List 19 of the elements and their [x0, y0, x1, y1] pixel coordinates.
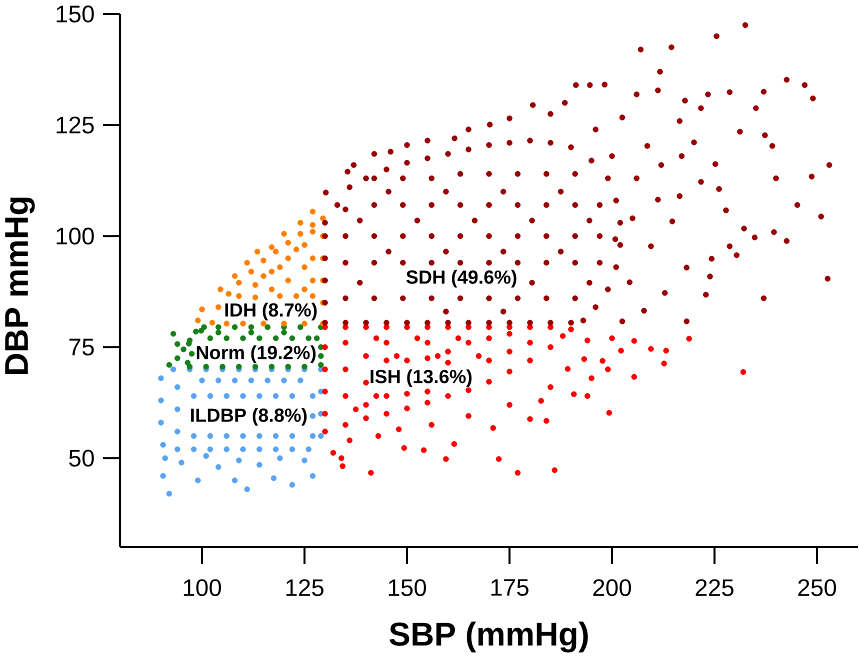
- y-tick-label: 150: [56, 6, 94, 22]
- annotation: IDH (8.7%): [225, 302, 317, 320]
- x-tick-label: 100: [184, 579, 221, 596]
- x-tick-label: 175: [491, 579, 528, 596]
- annotation: ISH (13.6%): [370, 369, 472, 388]
- y-tick-label: 125: [56, 116, 94, 134]
- y-tick-label: 75: [69, 338, 94, 356]
- annotation: SDH (49.6%): [406, 270, 516, 288]
- x-tick-label: 225: [696, 579, 734, 596]
- annotation: ILDBP (8.8%): [191, 408, 307, 426]
- y-tick-label: 100: [56, 228, 94, 245]
- y-axis-title: DBP mmHg: [5, 198, 35, 374]
- annotation: Norm (19.2%): [196, 345, 316, 364]
- x-tick-label: 200: [593, 579, 632, 596]
- x-tick-label: 125: [286, 579, 324, 596]
- y-tick-label: 50: [69, 450, 94, 467]
- x-tick-label: 250: [798, 579, 836, 596]
- x-tick-label: 150: [388, 579, 426, 596]
- x-axis-title: SBP (mmHg): [389, 622, 588, 652]
